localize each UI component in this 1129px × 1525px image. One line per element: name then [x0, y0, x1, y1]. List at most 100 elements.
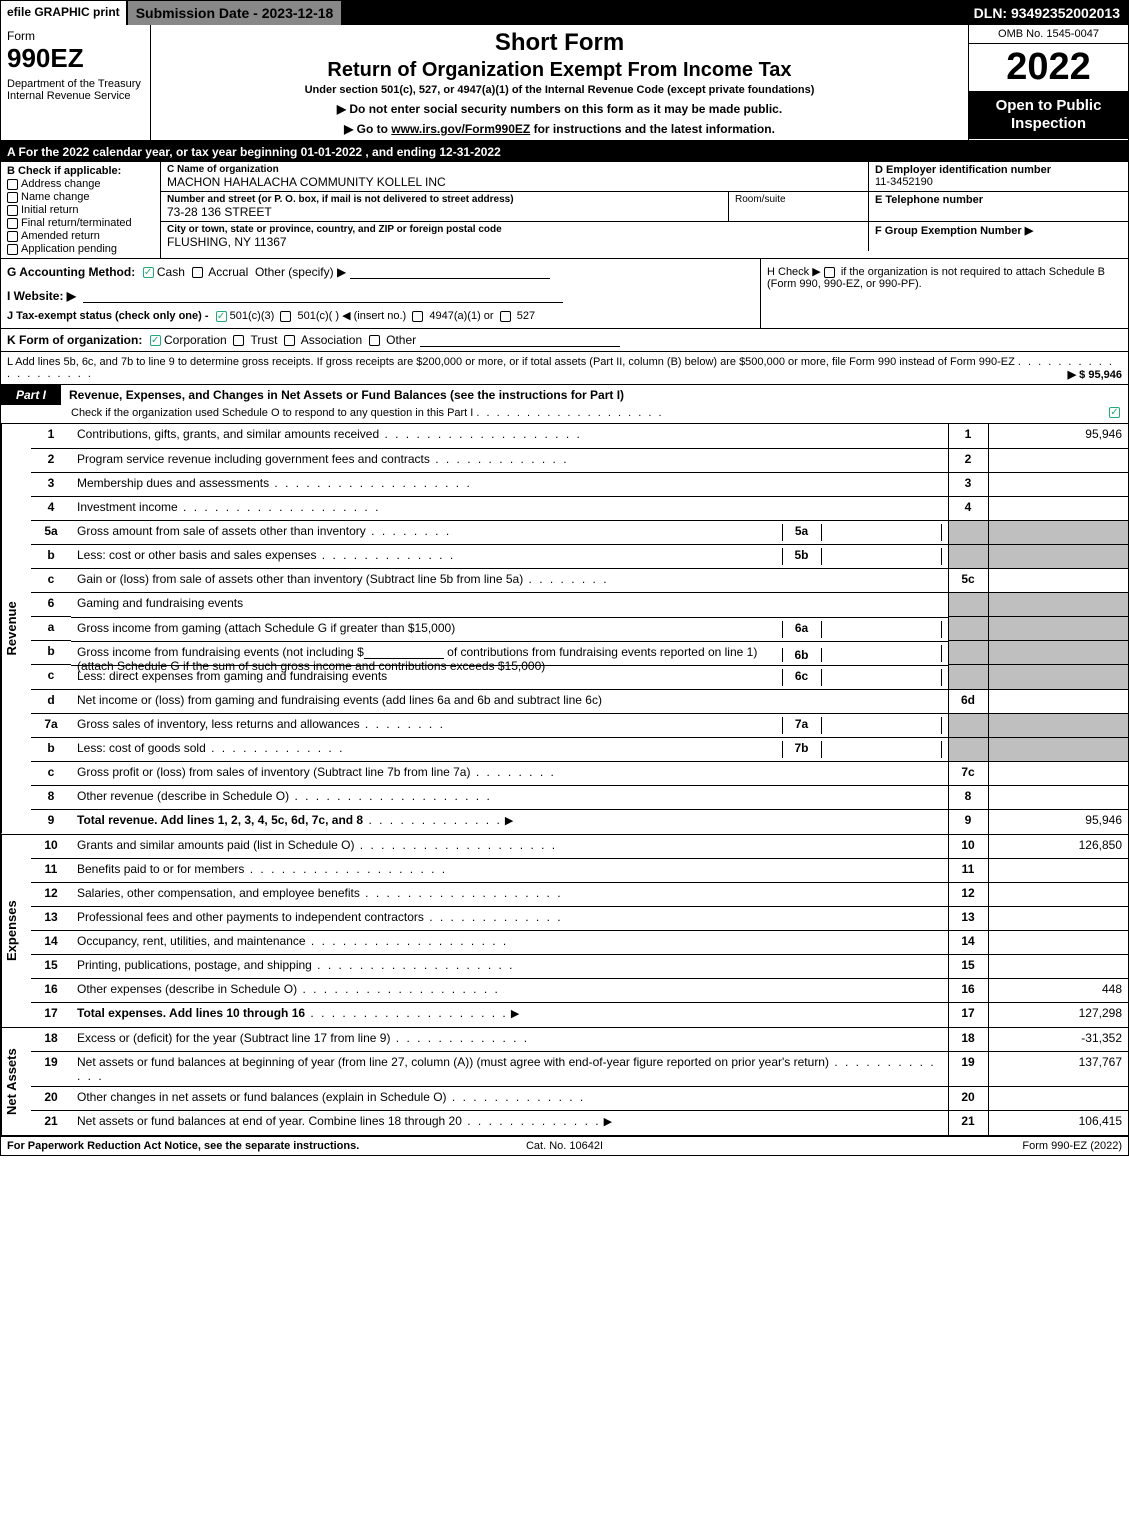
k-other-chk[interactable] [369, 335, 380, 346]
header: Form 990EZ Department of the Treasury In… [1, 25, 1128, 142]
line-19: 19Net assets or fund balances at beginni… [31, 1052, 1128, 1087]
k-opt3: Other [386, 333, 416, 347]
tax-year: 2022 [969, 44, 1128, 91]
part1-tag: Part I [1, 385, 61, 405]
k-trust-chk[interactable] [233, 335, 244, 346]
j-501c3-chk[interactable] [216, 311, 227, 322]
footer: For Paperwork Reduction Act Notice, see … [1, 1137, 1128, 1155]
g-label: G Accounting Method: [7, 265, 135, 279]
l-text: L Add lines 5b, 6c, and 7b to line 9 to … [7, 356, 1015, 368]
c-name-cell: C Name of organization MACHON HAHALACHA … [161, 162, 868, 191]
irs-link[interactable]: www.irs.gov/Form990EZ [391, 122, 530, 136]
form-990ez-page: efile GRAPHIC print Submission Date - 20… [0, 0, 1129, 1156]
line-6a: aGross income from gaming (attach Schedu… [31, 617, 1128, 641]
line-12: 12Salaries, other compensation, and empl… [31, 883, 1128, 907]
part1-sub-text: Check if the organization used Schedule … [71, 407, 473, 419]
header-left: Form 990EZ Department of the Treasury In… [1, 25, 151, 140]
b-item-1[interactable]: Name change [7, 191, 154, 203]
expenses-table: 10Grants and similar amounts paid (list … [31, 835, 1128, 1027]
b-item-0[interactable]: Address change [7, 178, 154, 190]
j-527-chk[interactable] [500, 311, 511, 322]
line-11: 11Benefits paid to or for members11 [31, 859, 1128, 883]
c-room-cap: Room/suite [735, 194, 862, 205]
i-label: I Website: ▶ [7, 289, 76, 303]
row-i: I Website: ▶ [7, 289, 754, 303]
row-k: K Form of organization: Corporation Trus… [1, 329, 1128, 352]
col-cde: C Name of organization MACHON HAHALACHA … [161, 162, 1128, 258]
line-7c: cGross profit or (loss) from sales of in… [31, 762, 1128, 786]
j-4947-chk[interactable] [412, 311, 423, 322]
dept: Department of the Treasury Internal Reve… [7, 78, 144, 102]
gh-left: G Accounting Method: Cash Accrual Other … [1, 259, 761, 328]
efile-label: efile GRAPHIC print [1, 1, 128, 25]
line-18: 18Excess or (deficit) for the year (Subt… [31, 1028, 1128, 1052]
b-item-2[interactable]: Initial return [7, 204, 154, 216]
g-cash: Cash [157, 265, 185, 279]
netassets-table: 18Excess or (deficit) for the year (Subt… [31, 1028, 1128, 1135]
d-cap: D Employer identification number [875, 164, 1122, 176]
k-assoc-chk[interactable] [284, 335, 295, 346]
title-return: Return of Organization Exempt From Incom… [161, 59, 958, 82]
part1-sub-dots [476, 407, 663, 419]
line-1: 1Contributions, gifts, grants, and simil… [31, 424, 1128, 448]
l-amount: ▶ $ 95,946 [1068, 368, 1122, 381]
line-8: 8Other revenue (describe in Schedule O)8 [31, 786, 1128, 810]
c-name-cap: C Name of organization [167, 164, 862, 175]
c-street-cell: Number and street (or P. O. box, if mail… [161, 192, 728, 221]
goto-post: for instructions and the latest informat… [530, 122, 775, 136]
b-item-3[interactable]: Final return/terminated [7, 217, 154, 229]
k-label: K Form of organization: [7, 333, 142, 347]
line-7b: bLess: cost of goods sold7b [31, 737, 1128, 762]
k-opt1: Trust [251, 333, 278, 347]
row-j: J Tax-exempt status (check only one) - 5… [7, 309, 754, 322]
note-goto: ▶ Go to www.irs.gov/Form990EZ for instru… [161, 122, 958, 136]
part1-sub: Check if the organization used Schedule … [1, 405, 1128, 424]
h-pre: H Check ▶ [767, 266, 824, 278]
row-a: A For the 2022 calendar year, or tax yea… [1, 142, 1128, 162]
part1-sub-chk[interactable] [1109, 407, 1120, 418]
header-right: OMB No. 1545-0047 2022 Open to Public In… [968, 25, 1128, 140]
k-other-line[interactable] [420, 333, 620, 347]
c-city: FLUSHING, NY 11367 [167, 235, 862, 249]
c-city-cell: City or town, state or province, country… [161, 222, 868, 251]
j-501c-chk[interactable] [280, 311, 291, 322]
f-cell: F Group Exemption Number ▶ [868, 222, 1128, 251]
g-accrual-chk[interactable] [192, 267, 203, 278]
c-name: MACHON HAHALACHA COMMUNITY KOLLEL INC [167, 175, 862, 189]
d-cell: D Employer identification number 11-3452… [868, 162, 1128, 191]
g-other: Other (specify) ▶ [255, 265, 346, 279]
part1-title: Revenue, Expenses, and Changes in Net As… [61, 385, 1128, 405]
j-opt3: 4947(a)(1) or [429, 310, 493, 322]
j-opt4: 527 [517, 310, 535, 322]
revenue-label: Revenue [1, 424, 31, 834]
c-city-cap: City or town, state or province, country… [167, 224, 862, 235]
line-7a: 7aGross sales of inventory, less returns… [31, 713, 1128, 737]
line-5c: cGain or (loss) from sale of assets othe… [31, 569, 1128, 593]
b-item-4[interactable]: Amended return [7, 230, 154, 242]
row-g: G Accounting Method: Cash Accrual Other … [7, 265, 754, 279]
header-mid: Short Form Return of Organization Exempt… [151, 25, 968, 140]
form-number: 990EZ [7, 43, 144, 74]
h-sub: (Form 990, 990-EZ, or 990-PF). [767, 278, 1122, 290]
g-cash-chk[interactable] [143, 267, 154, 278]
line-6c: cLess: direct expenses from gaming and f… [31, 665, 1128, 690]
k-opt2: Association [301, 333, 362, 347]
j-opt2: 501(c)( ) ◀ (insert no.) [297, 310, 406, 322]
h-chk[interactable] [824, 267, 835, 278]
part1-header: Part I Revenue, Expenses, and Changes in… [1, 385, 1128, 405]
footer-right: Form 990-EZ (2022) [750, 1140, 1122, 1152]
line-9: 9Total revenue. Add lines 1, 2, 3, 4, 5c… [31, 810, 1128, 834]
under-section: Under section 501(c), 527, or 4947(a)(1)… [161, 84, 958, 96]
d-val: 11-3452190 [875, 176, 1122, 188]
line-10: 10Grants and similar amounts paid (list … [31, 835, 1128, 859]
section-expenses: Expenses 10Grants and similar amounts pa… [1, 835, 1128, 1028]
g-other-line[interactable] [350, 265, 550, 279]
e-cell: E Telephone number [868, 192, 1128, 221]
k-corp-chk[interactable] [150, 335, 161, 346]
line-6d: dNet income or (loss) from gaming and fu… [31, 689, 1128, 713]
b-item-5[interactable]: Application pending [7, 243, 154, 255]
k-opt0: Corporation [164, 333, 227, 347]
i-line[interactable] [83, 289, 563, 303]
line-16: 16Other expenses (describe in Schedule O… [31, 979, 1128, 1003]
g-accrual: Accrual [208, 265, 248, 279]
